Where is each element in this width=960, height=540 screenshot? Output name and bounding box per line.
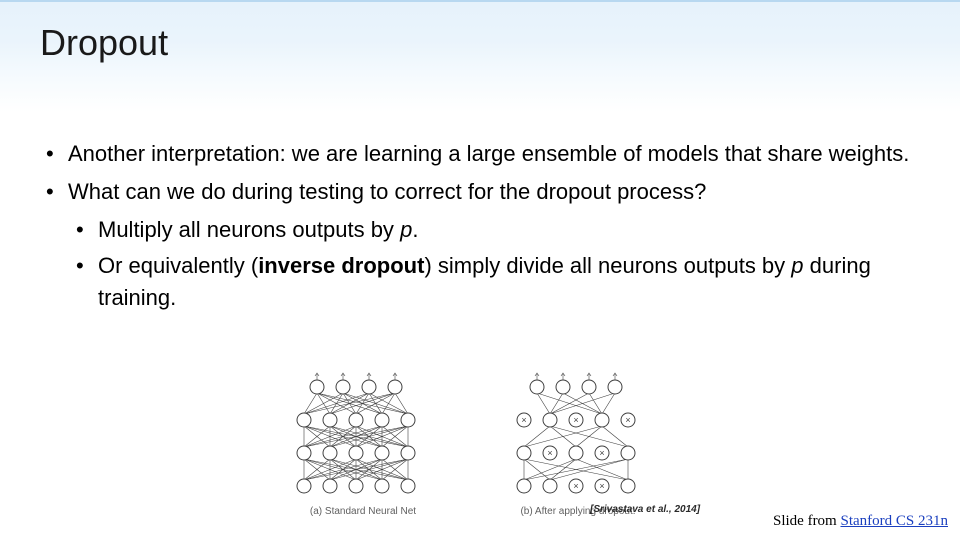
svg-text:×: ×	[599, 481, 604, 491]
bullet-2b-p: p	[791, 253, 803, 278]
attribution: Slide from Stanford CS 231n	[773, 513, 948, 530]
svg-text:×: ×	[521, 415, 526, 425]
svg-text:×: ×	[573, 415, 578, 425]
attribution-link[interactable]: Stanford CS 231n	[840, 513, 948, 529]
svg-text:×: ×	[573, 481, 578, 491]
slide: Dropout Another interpretation: we are l…	[0, 0, 960, 540]
bullet-2b: Or equivalently (inverse dropout) simply…	[40, 250, 920, 314]
citation: [Srivastava et al., 2014]	[590, 504, 700, 515]
bullet-2a-p: p	[400, 217, 412, 242]
slide-content: Another interpretation: we are learning …	[40, 138, 920, 317]
svg-text:×: ×	[599, 448, 604, 458]
caption-a: (a) Standard Neural Net	[288, 506, 438, 517]
bullet-2b-mid: ) simply divide all neurons outputs by	[424, 253, 791, 278]
nn-diagrams: × × × × × × ×	[270, 372, 690, 504]
bullet-1: Another interpretation: we are learning …	[40, 138, 920, 170]
svg-text:×: ×	[547, 448, 552, 458]
diagram-container: ××××××× (a) Standard Neural Net (b) Afte…	[270, 372, 690, 522]
attribution-prefix: Slide from	[773, 513, 841, 529]
svg-text:×: ×	[625, 415, 630, 425]
bullet-2: What can we do during testing to correct…	[40, 176, 920, 208]
bullet-2a-pre: Multiply all neurons outputs by	[98, 217, 400, 242]
bullet-2a: Multiply all neurons outputs by p.	[40, 214, 920, 246]
bullet-2b-bold: inverse dropout	[258, 253, 424, 278]
bullet-2a-post: .	[412, 217, 418, 242]
bullet-2b-pre: Or equivalently (	[98, 253, 258, 278]
slide-title: Dropout	[40, 22, 168, 64]
